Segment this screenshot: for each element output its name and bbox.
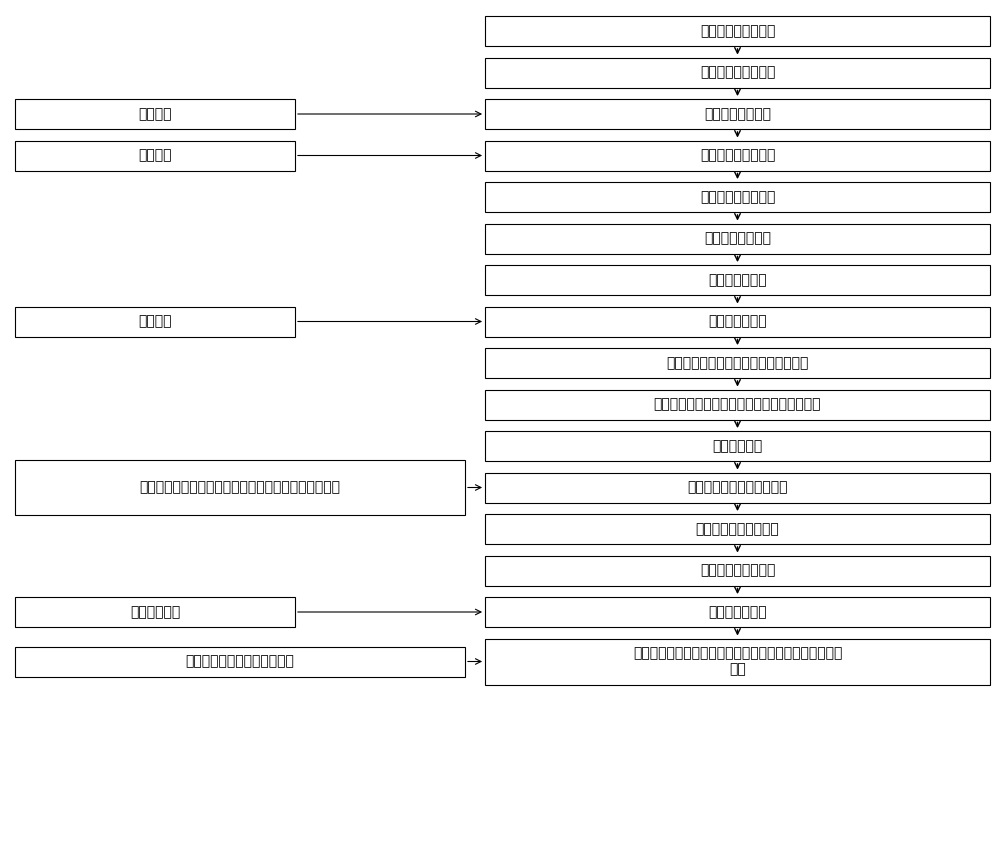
Text: 浇筑第一节墩柱砼: 浇筑第一节墩柱砼 <box>704 107 771 121</box>
FancyBboxPatch shape <box>485 556 990 585</box>
FancyBboxPatch shape <box>485 224 990 254</box>
FancyBboxPatch shape <box>485 182 990 212</box>
FancyBboxPatch shape <box>485 306 990 336</box>
Text: 安装第三节钢筋: 安装第三节钢筋 <box>708 315 767 328</box>
Text: 桁架提升: 桁架提升 <box>138 315 172 328</box>
FancyBboxPatch shape <box>15 140 295 170</box>
FancyBboxPatch shape <box>15 99 295 129</box>
FancyBboxPatch shape <box>485 99 990 129</box>
Text: 浇筑墩柱、中系梁砼: 浇筑墩柱、中系梁砼 <box>700 563 775 578</box>
Text: 安装第二节墩柱钢筋: 安装第二节墩柱钢筋 <box>700 149 775 163</box>
FancyBboxPatch shape <box>485 431 990 461</box>
Text: 桁架提升: 桁架提升 <box>138 149 172 163</box>
FancyBboxPatch shape <box>485 58 990 88</box>
Text: 安装墩柱钢筋、模板、浇筑砼（工艺同前）依次循环，至
墩顶: 安装墩柱钢筋、模板、浇筑砼（工艺同前）依次循环，至 墩顶 <box>633 647 842 677</box>
Text: 安装第三节模板（模板使用第一节的）: 安装第三节模板（模板使用第一节的） <box>666 356 809 370</box>
Text: 拆除第一节模板: 拆除第一节模板 <box>708 273 767 287</box>
FancyBboxPatch shape <box>485 140 990 170</box>
FancyBboxPatch shape <box>15 597 295 627</box>
FancyBboxPatch shape <box>485 348 990 378</box>
Text: 安装内侧横向桁架，依次提升: 安装内侧横向桁架，依次提升 <box>186 654 294 669</box>
Text: 安装墩柱模板、中系梁底模: 安装墩柱模板、中系梁底模 <box>687 481 788 494</box>
FancyBboxPatch shape <box>485 638 990 684</box>
FancyBboxPatch shape <box>15 460 465 515</box>
FancyBboxPatch shape <box>485 514 990 544</box>
Text: 桁架组装: 桁架组装 <box>138 107 172 121</box>
FancyBboxPatch shape <box>485 16 990 46</box>
FancyBboxPatch shape <box>485 265 990 295</box>
Text: 拆除内侧横向桁架，在辅助平台上搭设中系梁支撑体系: 拆除内侧横向桁架，在辅助平台上搭设中系梁支撑体系 <box>140 481 340 494</box>
Text: 拆除支撑体系: 拆除支撑体系 <box>130 605 180 619</box>
Text: 安装第一节墩柱模板: 安装第一节墩柱模板 <box>700 66 775 79</box>
Text: 安装中系梁钢筋、侧模: 安装中系梁钢筋、侧模 <box>696 522 779 536</box>
FancyBboxPatch shape <box>485 472 990 502</box>
Text: 安装第二节墩柱模板: 安装第二节墩柱模板 <box>700 190 775 204</box>
Text: 浇筑第三节混凝土，依次循环，至中系梁位置: 浇筑第三节混凝土，依次循环，至中系梁位置 <box>654 397 821 412</box>
Text: 安装第一节墩柱钢筋: 安装第一节墩柱钢筋 <box>700 24 775 38</box>
Text: 浇筑第二节墩柱砼: 浇筑第二节墩柱砼 <box>704 231 771 245</box>
FancyBboxPatch shape <box>485 597 990 627</box>
FancyBboxPatch shape <box>485 390 990 420</box>
Text: 拆除中系梁模板: 拆除中系梁模板 <box>708 605 767 619</box>
FancyBboxPatch shape <box>15 306 295 336</box>
FancyBboxPatch shape <box>15 647 465 677</box>
Text: 安装墩柱钢筋: 安装墩柱钢筋 <box>712 439 763 453</box>
